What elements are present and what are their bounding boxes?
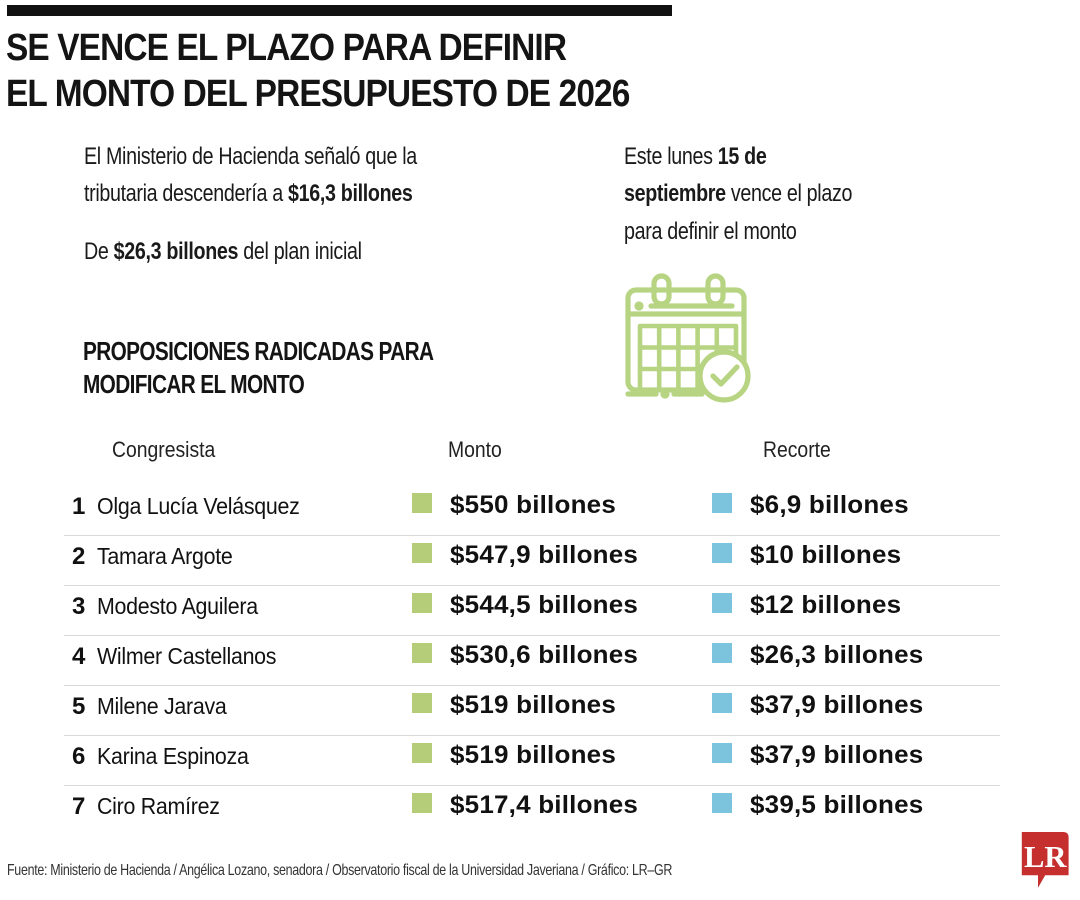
svg-text:LR: LR [1024,840,1067,874]
